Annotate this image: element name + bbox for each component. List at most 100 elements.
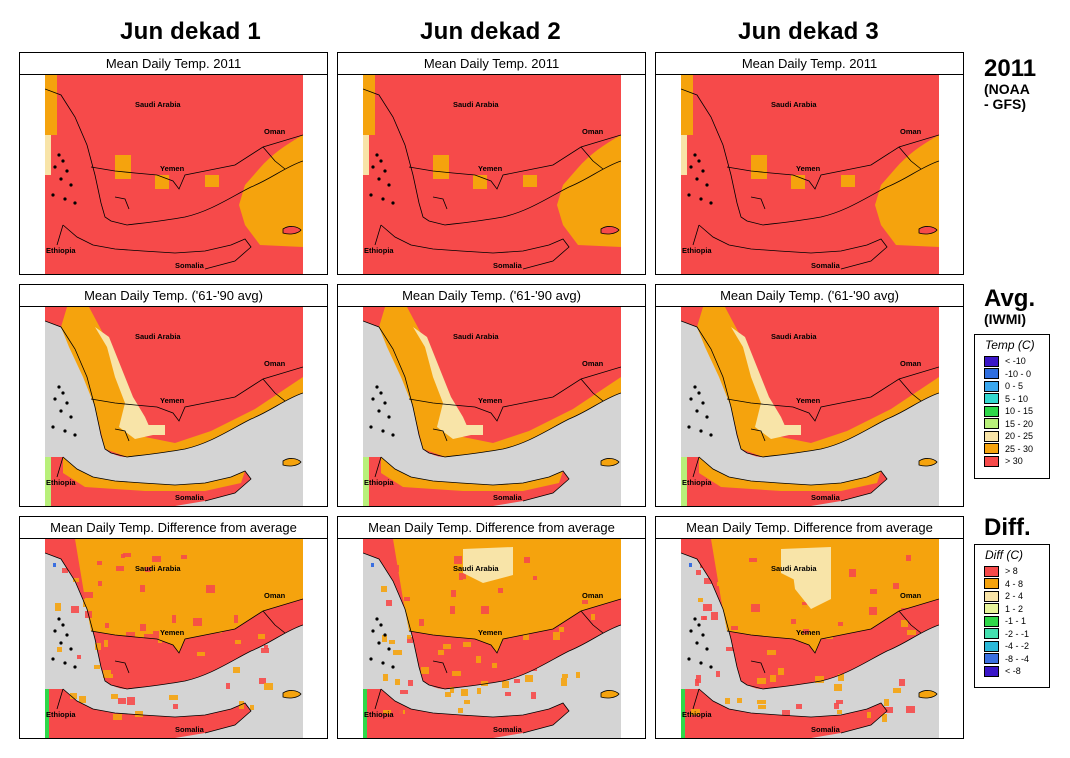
row-label-diff-title: Diff. — [984, 514, 1031, 541]
row-label-avg-source: (IWMI) — [984, 311, 1026, 327]
map-label-ethiopia: Ethiopia — [682, 710, 712, 719]
panel-title: Mean Daily Temp. Difference from average — [20, 517, 327, 539]
map-label-somalia: Somalia — [493, 493, 523, 502]
diff-legend-label: 4 - 8 — [1005, 578, 1024, 589]
diff-legend-label: 2 - 4 — [1005, 591, 1024, 602]
map-panel-average-dekad-3: Mean Daily Temp. ('61-'90 avg) Saudi Arab… — [655, 284, 964, 507]
diff-legend-swatch — [984, 665, 999, 677]
row-label-2011-source: (NOAA - GFS) — [984, 81, 1030, 112]
map-label-ethiopia: Ethiopia — [682, 478, 712, 487]
diff-legend-swatch — [984, 603, 999, 615]
diff-legend-swatch — [984, 653, 999, 665]
map-label-oman: Oman — [264, 359, 286, 368]
map-label-saudi-arabia: Saudi Arabia — [771, 564, 817, 573]
map-label-saudi-arabia: Saudi Arabia — [771, 332, 817, 341]
temp-legend-label: > 30 — [1005, 456, 1023, 467]
diff-legend-swatch — [984, 640, 999, 652]
map-label-somalia: Somalia — [175, 493, 205, 502]
map-label-yemen: Yemen — [478, 628, 503, 637]
map-label-somalia: Somalia — [493, 261, 523, 270]
map-label-ethiopia: Ethiopia — [364, 710, 394, 719]
temp-legend-label: 5 - 10 — [1005, 393, 1029, 404]
diff-legend-swatch — [984, 565, 999, 577]
row-label-2011: 2011 (NOAA - GFS) — [984, 56, 1036, 112]
map-label-ethiopia: Ethiopia — [46, 478, 76, 487]
map-image: Saudi Arabia Oman Yemen Ethiopia Somalia — [45, 75, 303, 274]
temp-legend-swatch — [984, 443, 999, 455]
map-label-somalia: Somalia — [811, 493, 841, 502]
panel-title: Mean Daily Temp. Difference from average — [338, 517, 645, 539]
diff-legend-label: -2 - -1 — [1005, 628, 1030, 639]
diff-legend-swatch — [984, 628, 999, 640]
diff-legend-item: 1 - 2 — [975, 603, 1049, 616]
map-label-somalia: Somalia — [493, 725, 523, 734]
map-label-saudi-arabia: Saudi Arabia — [453, 564, 499, 573]
column-header-dekad-3: Jun dekad 3 — [738, 18, 879, 45]
map-panel-difference-dekad-1: Mean Daily Temp. Difference from average… — [19, 516, 328, 739]
temp-legend-item: 5 - 10 — [975, 393, 1049, 406]
temp-legend-swatch — [984, 405, 999, 417]
map-panel-current-dekad-2: Mean Daily Temp. 2011 Saudi Arabia Oman Yem… — [337, 52, 646, 275]
map-label-ethiopia: Ethiopia — [46, 246, 76, 255]
temp-legend-label: 25 - 30 — [1005, 443, 1034, 454]
map-label-somalia: Somalia — [175, 725, 205, 734]
map-label-yemen: Yemen — [160, 396, 185, 405]
map-label-ethiopia: Ethiopia — [682, 246, 712, 255]
diff-legend-item: -8 - -4 — [975, 653, 1049, 666]
map-image: Saudi Arabia Oman Yemen Ethiopia Somalia — [45, 307, 303, 506]
map-label-yemen: Yemen — [796, 396, 821, 405]
map-label-saudi-arabia: Saudi Arabia — [135, 332, 181, 341]
map-panel-current-dekad-1: Mean Daily Temp. 2011 Saudi Arabia Oman Yem… — [19, 52, 328, 275]
diff-legend-item: -4 - -2 — [975, 640, 1049, 653]
map-image: Saudi Arabia Oman Yemen Ethiopia Somalia — [681, 307, 939, 506]
map-image: Saudi Arabia Oman Yemen Ethiopia Somalia — [681, 75, 939, 274]
temp-legend-label: 10 - 15 — [1005, 406, 1034, 417]
map-label-oman: Oman — [900, 127, 922, 136]
map-label-ethiopia: Ethiopia — [46, 710, 76, 719]
temp-legend-label: < -10 — [1005, 356, 1026, 367]
temp-legend-swatch — [984, 455, 999, 467]
temp-legend-swatch — [984, 355, 999, 367]
diff-legend-label: 1 - 2 — [1005, 603, 1024, 614]
panel-title: Mean Daily Temp. Difference from average — [656, 517, 963, 539]
diff-legend-item: < -8 — [975, 665, 1049, 678]
map-label-oman: Oman — [582, 591, 604, 600]
map-label-yemen: Yemen — [796, 628, 821, 637]
map-label-oman: Oman — [264, 591, 286, 600]
map-label-oman: Oman — [900, 359, 922, 368]
map-label-oman: Oman — [900, 591, 922, 600]
row-label-avg-title: Avg. — [984, 285, 1036, 312]
map-image: Saudi Arabia Oman Yemen Ethiopia Somalia — [363, 539, 621, 738]
temp-legend-swatch — [984, 393, 999, 405]
map-panel-average-dekad-2: Mean Daily Temp. ('61-'90 avg) Saudi Arab… — [337, 284, 646, 507]
diff-legend-title: Diff (C) — [985, 548, 1023, 562]
diff-legend-item: 2 - 4 — [975, 590, 1049, 603]
panel-title: Mean Daily Temp. ('61-'90 avg) — [338, 285, 645, 307]
column-header-dekad-1: Jun dekad 1 — [120, 18, 261, 45]
map-panel-difference-dekad-2: Mean Daily Temp. Difference from average… — [337, 516, 646, 739]
map-panel-difference-dekad-3: Mean Daily Temp. Difference from average… — [655, 516, 964, 739]
panel-title: Mean Daily Temp. 2011 — [656, 53, 963, 75]
temp-legend-item: 10 - 15 — [975, 405, 1049, 418]
row-label-2011-title: 2011 — [984, 55, 1037, 82]
temp-legend-swatch — [984, 380, 999, 392]
column-header-dekad-2: Jun dekad 2 — [420, 18, 561, 45]
map-label-ethiopia: Ethiopia — [364, 478, 394, 487]
map-label-saudi-arabia: Saudi Arabia — [453, 100, 499, 109]
diff-legend-label: > 8 — [1005, 566, 1018, 577]
map-label-saudi-arabia: Saudi Arabia — [135, 564, 181, 573]
diff-legend-label: -1 - 1 — [1005, 616, 1027, 627]
panel-title: Mean Daily Temp. ('61-'90 avg) — [20, 285, 327, 307]
map-label-saudi-arabia: Saudi Arabia — [453, 332, 499, 341]
map-label-ethiopia: Ethiopia — [364, 246, 394, 255]
temp-legend-swatch — [984, 430, 999, 442]
map-panel-average-dekad-1: Mean Daily Temp. ('61-'90 avg) Saudi Arab… — [19, 284, 328, 507]
temp-legend-item: 25 - 30 — [975, 443, 1049, 456]
map-label-yemen: Yemen — [796, 164, 821, 173]
map-label-yemen: Yemen — [478, 164, 503, 173]
temp-legend-item: > 30 — [975, 455, 1049, 468]
diff-legend-label: < -8 — [1005, 666, 1021, 677]
map-label-oman: Oman — [582, 127, 604, 136]
temp-legend-item: 0 - 5 — [975, 380, 1049, 393]
